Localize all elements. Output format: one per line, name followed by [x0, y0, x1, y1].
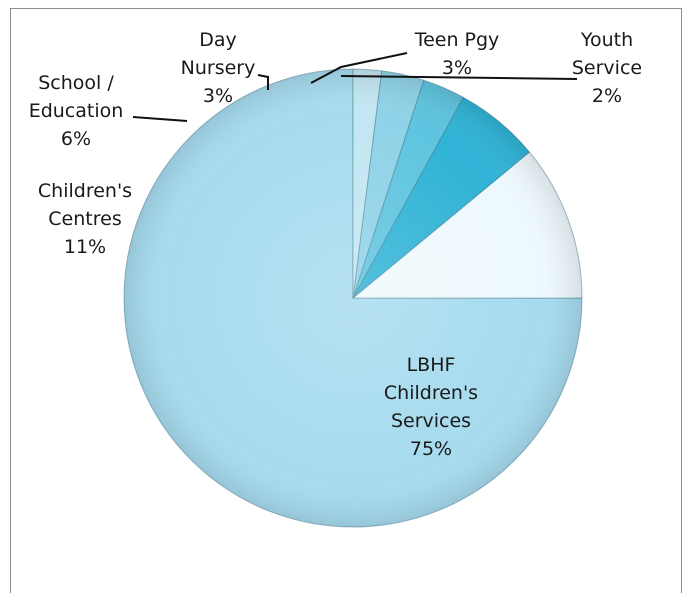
data-label-day-nursery: Day Nursery 3%: [181, 29, 256, 107]
leader-line-school-education: [132, 116, 188, 122]
data-label-teen-pgy: Teen Pgy 3%: [414, 29, 500, 79]
leader-line-teen-pgy: [310, 52, 408, 84]
leader-line-day-nursery: [257, 74, 269, 90]
pie-chart: LBHF Children's Services 75% Children's Centr…: [29, 29, 642, 528]
leader-line-youth-service: [340, 75, 578, 80]
data-label-children-s-centres: Children's Centres 11%: [38, 180, 132, 258]
data-label-lbhf-children-s-services: LBHF Children's Services 75%: [384, 354, 478, 460]
data-label-youth-service: Youth Service 2%: [572, 29, 642, 107]
data-label-school-education: School / Education 6%: [29, 72, 124, 150]
chart-area: LBHF Children's Services 75% Children's Centr…: [10, 8, 682, 593]
